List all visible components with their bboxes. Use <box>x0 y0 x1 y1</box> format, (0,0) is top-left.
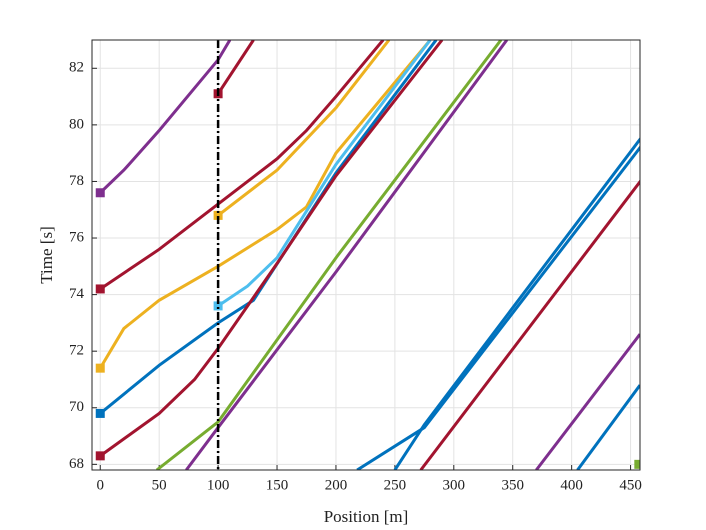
x-axis-label: Position [m] <box>324 507 409 526</box>
plot-area <box>92 40 640 470</box>
trajectory <box>216 40 255 95</box>
trajectory <box>217 40 432 308</box>
trajectory <box>356 145 640 470</box>
trajectory <box>99 40 385 291</box>
trajectory <box>155 40 503 470</box>
start-marker <box>213 301 223 311</box>
trajectory <box>99 40 232 194</box>
trajectory <box>98 40 432 369</box>
x-tick-label: 0 <box>96 477 104 493</box>
y-tick-label: 76 <box>69 229 85 245</box>
start-marker <box>95 284 105 294</box>
y-tick-label: 78 <box>69 173 84 189</box>
labels: 0 50 100 150 200 250 300 350 400 450 68 70 72 74 76 78 8… <box>69 60 642 494</box>
start-marker <box>95 363 105 373</box>
x-tick-label: 400 <box>560 477 583 493</box>
trajectory <box>535 333 640 470</box>
start-marker <box>95 188 105 198</box>
trajectory <box>576 384 640 470</box>
y-axis-label: Time [s] <box>37 226 56 283</box>
y-tick-label: 72 <box>69 343 84 359</box>
y-tick-label: 82 <box>69 60 84 76</box>
start-marker <box>213 210 223 220</box>
y-tick-label: 80 <box>69 116 84 132</box>
trajectory <box>217 40 391 217</box>
trajectory <box>393 136 640 470</box>
x-tick-label: 200 <box>325 477 348 493</box>
trajectory <box>419 179 640 470</box>
trajectory <box>99 40 438 415</box>
y-tick-label: 70 <box>69 399 84 415</box>
x-tick-label: 450 <box>619 477 642 493</box>
x-tick-label: 150 <box>266 477 289 493</box>
x-tick-label: 250 <box>384 477 407 493</box>
x-tick-label: 300 <box>443 477 466 493</box>
lines <box>95 40 640 470</box>
x-tick-label: 350 <box>501 477 524 493</box>
start-marker <box>634 459 640 469</box>
x-tick-label: 50 <box>152 477 167 493</box>
start-marker <box>95 451 105 461</box>
y-tick-label: 74 <box>69 286 85 302</box>
y-tick-label: 68 <box>69 456 84 472</box>
trajectory <box>185 40 509 470</box>
start-marker <box>95 408 105 418</box>
x-tick-label: 100 <box>207 477 230 493</box>
axes-box <box>91 39 641 471</box>
